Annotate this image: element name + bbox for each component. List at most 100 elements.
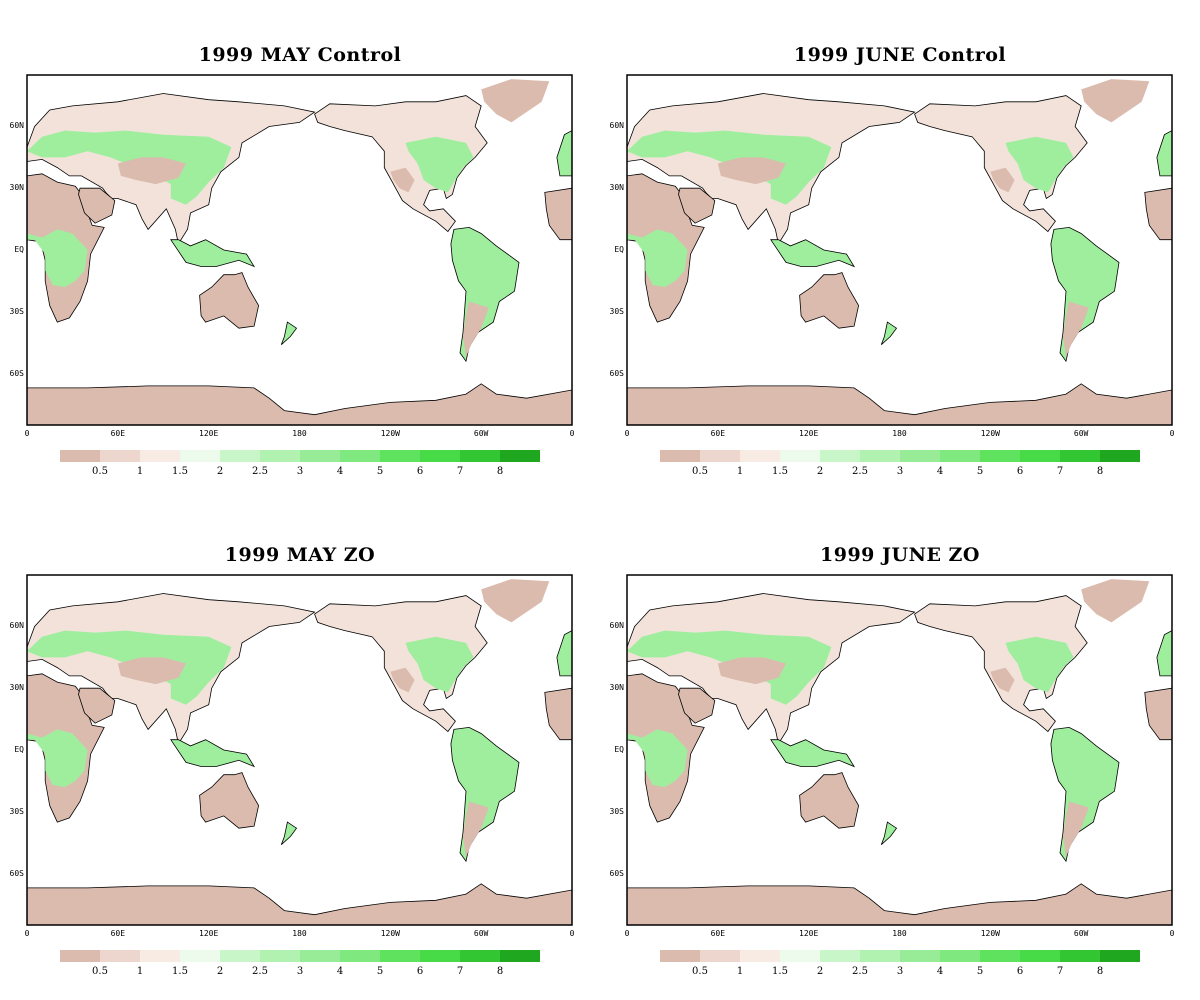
colorbar-swatch — [180, 450, 220, 462]
desert-asia-landmass — [717, 157, 786, 185]
colorbar-tick-label: 6 — [416, 966, 424, 977]
new-zealand-landmass — [280, 321, 298, 345]
world-map — [26, 574, 573, 926]
colorbar-tick-label: 3 — [896, 466, 904, 477]
antarctica-landmass — [27, 383, 572, 425]
arabia-landmass — [678, 687, 716, 724]
latitude-label: 30S — [609, 306, 624, 316]
longitude-label: 120W — [980, 929, 1000, 938]
map-frame — [626, 574, 1173, 926]
colorbar-tick-label: 0.5 — [92, 466, 108, 477]
latitude-label: EQ — [614, 745, 624, 754]
africa-green-landmass — [27, 729, 88, 788]
greenland-landmass — [1081, 79, 1150, 123]
colorbar-swatch — [220, 450, 260, 462]
longitude-label: 60E — [710, 929, 726, 938]
indonesia-landmass — [170, 739, 256, 768]
colorbar — [660, 450, 1140, 462]
colorbar-tick-label: 7 — [456, 466, 464, 477]
colorbar-swatch — [140, 450, 180, 462]
colorbar-swatch — [940, 450, 980, 462]
north-america-landmass — [314, 595, 488, 733]
colorbar-swatch — [100, 950, 140, 962]
colorbar-swatch — [740, 950, 780, 962]
na-west-dry-landmass — [990, 167, 1015, 193]
colorbar — [60, 950, 540, 962]
longitude-label: 180 — [892, 929, 907, 938]
colorbar-tick-label: 7 — [1056, 966, 1064, 977]
na-west-dry-landmass — [990, 667, 1015, 693]
europe-right-landmass — [556, 130, 572, 177]
latitude-label: 60N — [609, 121, 624, 131]
colorbar-swatch — [860, 950, 900, 962]
eurasia-green-landmass — [27, 630, 232, 705]
longitude-label: 60E — [110, 929, 126, 938]
colorbar-tick-label: 1.5 — [172, 466, 188, 477]
colorbar-swatch — [180, 950, 220, 962]
world-map — [626, 574, 1173, 926]
colorbar-tick-label: 6 — [1016, 466, 1024, 477]
longitude-label: 0 — [24, 429, 30, 438]
desert-asia-landmass — [117, 157, 186, 185]
colorbar-swatch — [260, 450, 300, 462]
colorbar-tick-label: 3 — [896, 966, 904, 977]
colorbar-swatch — [820, 950, 860, 962]
colorbar-tick-label: 2 — [216, 966, 224, 977]
latitude-label: EQ — [614, 245, 624, 254]
latitude-label: 60S — [609, 868, 624, 878]
colorbar-swatch — [380, 950, 420, 962]
arabia-landmass — [78, 687, 116, 724]
arabia-landmass — [678, 187, 716, 224]
colorbar-swatch — [60, 450, 100, 462]
colorbar-swatch — [1060, 450, 1100, 462]
colorbar-swatch — [1100, 950, 1140, 962]
colorbar-swatch — [460, 950, 500, 962]
colorbar-tick-label: 8 — [496, 466, 504, 477]
new-zealand-landmass — [280, 821, 298, 845]
colorbar-swatch — [340, 950, 380, 962]
colorbar-tick-label: 7 — [1056, 466, 1064, 477]
latitude-label: EQ — [14, 245, 24, 254]
longitude-label: 60W — [473, 929, 489, 938]
sa-south-dry-landmass — [463, 301, 489, 358]
colorbar-swatch — [1020, 450, 1060, 462]
greenland-landmass — [481, 79, 550, 123]
na-green-landmass — [1005, 636, 1074, 693]
north-america-landmass — [314, 95, 488, 233]
longitude-label: 60W — [473, 429, 489, 438]
europe-right-landmass — [1156, 630, 1172, 677]
latitude-label: 60N — [609, 621, 624, 631]
colorbar-swatch — [460, 450, 500, 462]
colorbar-tick-label: 2.5 — [852, 966, 868, 977]
map-panel: 1999 MAY ZO 60N 30N EQ 30S 60S 0 60E 120E 180 120W… — [0, 500, 600, 1000]
longitude-label: 120E — [799, 929, 819, 938]
na-green-landmass — [405, 136, 474, 193]
north-america-landmass — [914, 95, 1088, 233]
australia-landmass — [199, 772, 260, 829]
colorbar-tick-label: 5 — [976, 466, 984, 477]
antarctica-landmass — [627, 883, 1172, 925]
latitude-label: 60S — [609, 368, 624, 378]
colorbar-swatch — [1100, 450, 1140, 462]
colorbar-swatch — [1020, 950, 1060, 962]
latitude-label: 30S — [9, 806, 24, 816]
africa-green-landmass — [27, 229, 88, 288]
north-america-landmass — [914, 595, 1088, 733]
colorbar-tick-label: 2.5 — [252, 466, 268, 477]
colorbar-tick-label: 8 — [1096, 966, 1104, 977]
africa-green-landmass — [627, 729, 688, 788]
australia-landmass — [199, 272, 260, 329]
colorbar-tick-label: 4 — [336, 966, 344, 977]
world-map — [626, 74, 1173, 426]
colorbar-swatch — [1060, 950, 1100, 962]
colorbar — [660, 950, 1140, 962]
colorbar-tick-label: 2 — [816, 966, 824, 977]
longitude-label: 120W — [380, 429, 400, 438]
indonesia-landmass — [770, 739, 856, 768]
latitude-label: 30S — [9, 306, 24, 316]
map-frame — [26, 74, 573, 426]
colorbar-tick-label: 2.5 — [852, 466, 868, 477]
latitude-label: 60N — [9, 121, 24, 131]
map-panel: 1999 MAY Control 60N 30N EQ 30S 60S 0 60E 120E 18… — [0, 0, 600, 500]
longitude-label: 0 — [1169, 929, 1175, 938]
